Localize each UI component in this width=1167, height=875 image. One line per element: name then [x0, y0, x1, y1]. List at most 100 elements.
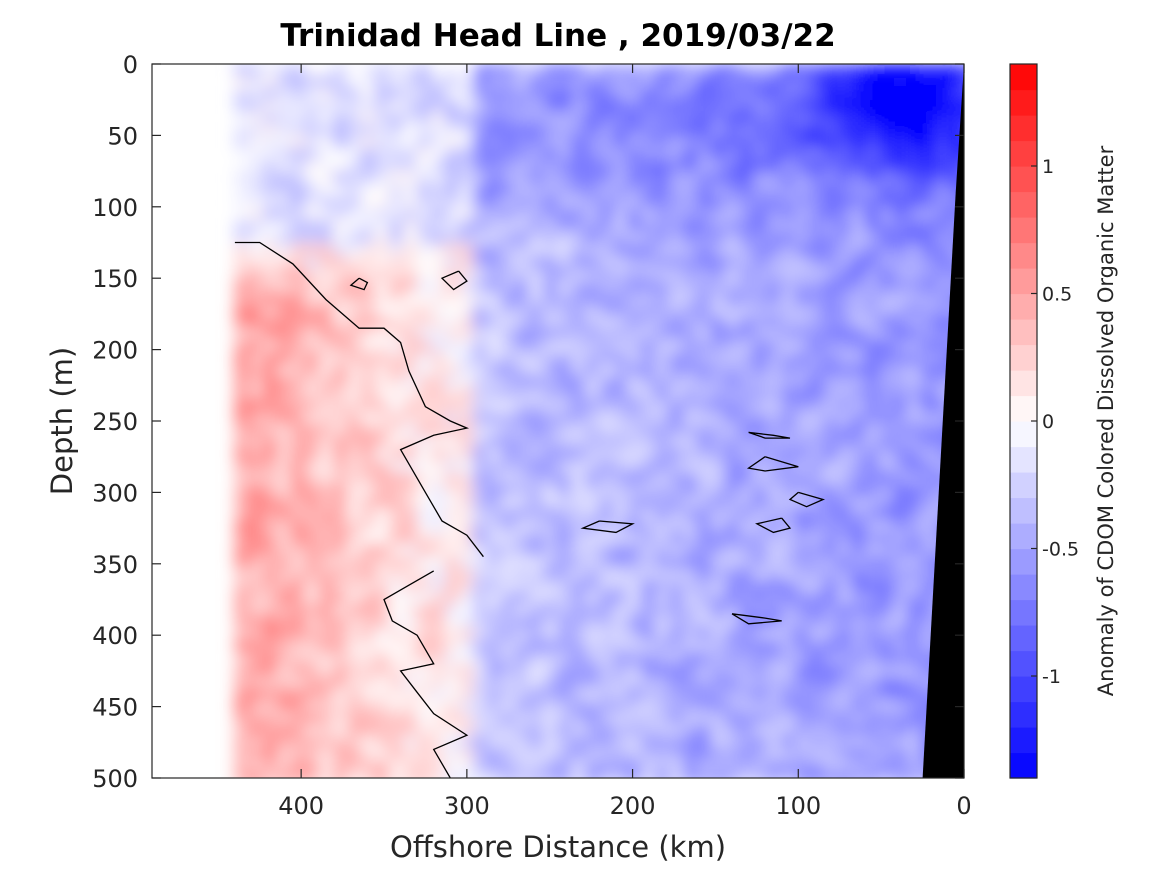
- anomaly-cell: [388, 520, 404, 533]
- anomaly-cell: [500, 280, 516, 293]
- anomaly-cell: [654, 580, 670, 593]
- anomaly-cell: [360, 196, 376, 209]
- anomaly-cell: [836, 676, 852, 689]
- anomaly-cell: [402, 580, 418, 593]
- anomaly-cell: [458, 400, 474, 413]
- anomaly-cell: [934, 124, 950, 137]
- anomaly-cell: [598, 172, 614, 185]
- anomaly-cell: [640, 136, 656, 149]
- anomaly-cell: [374, 748, 390, 761]
- anomaly-cell: [262, 172, 278, 185]
- anomaly-cell: [556, 184, 572, 197]
- anomaly-cell: [626, 196, 642, 209]
- anomaly-cell: [878, 748, 894, 761]
- anomaly-cell: [766, 424, 782, 437]
- anomaly-cell: [724, 652, 740, 665]
- anomaly-cell: [500, 388, 516, 401]
- anomaly-cell: [472, 652, 488, 665]
- anomaly-cell: [444, 328, 460, 341]
- anomaly-cell: [458, 544, 474, 557]
- anomaly-cell: [360, 172, 376, 185]
- anomaly-cell: [304, 112, 320, 125]
- anomaly-cell: [542, 568, 558, 581]
- anomaly-cell: [724, 208, 740, 221]
- anomaly-cell: [612, 688, 628, 701]
- anomaly-cell: [290, 124, 306, 137]
- anomaly-cell: [570, 760, 586, 773]
- anomaly-cell: [584, 220, 600, 233]
- anomaly-cell: [402, 484, 418, 497]
- anomaly-cell: [822, 448, 838, 461]
- anomaly-cell: [290, 304, 306, 317]
- anomaly-cell: [528, 664, 544, 677]
- anomaly-cell: [626, 112, 642, 125]
- anomaly-cell: [598, 640, 614, 653]
- anomaly-cell: [248, 748, 264, 761]
- anomaly-cell: [388, 376, 404, 389]
- anomaly-cell: [570, 304, 586, 317]
- anomaly-cell: [710, 472, 726, 485]
- anomaly-cell: [542, 388, 558, 401]
- anomaly-cell: [808, 100, 824, 113]
- anomaly-cell: [500, 400, 516, 413]
- anomaly-cell: [752, 304, 768, 317]
- anomaly-cell: [654, 400, 670, 413]
- anomaly-cell: [346, 400, 362, 413]
- y-tick-label: 0: [123, 51, 138, 79]
- anomaly-cell: [304, 136, 320, 149]
- anomaly-cell: [374, 448, 390, 461]
- anomaly-cell: [696, 556, 712, 569]
- anomaly-cell: [640, 244, 656, 257]
- anomaly-cell: [472, 700, 488, 713]
- anomaly-cell: [696, 748, 712, 761]
- anomaly-cell: [262, 520, 278, 533]
- anomaly-cell: [360, 112, 376, 125]
- anomaly-cell: [262, 100, 278, 113]
- anomaly-cell: [906, 532, 922, 545]
- anomaly-cell: [892, 664, 908, 677]
- anomaly-cell: [906, 304, 922, 317]
- anomaly-cell: [682, 304, 698, 317]
- anomaly-cell: [486, 580, 502, 593]
- anomaly-cell: [234, 652, 250, 665]
- anomaly-cell: [682, 472, 698, 485]
- anomaly-cell: [724, 664, 740, 677]
- anomaly-cell: [682, 148, 698, 161]
- anomaly-cell: [416, 208, 432, 221]
- anomaly-cell: [388, 748, 404, 761]
- anomaly-cell: [836, 604, 852, 617]
- anomaly-cell: [850, 292, 866, 305]
- anomaly-cell: [444, 772, 460, 778]
- anomaly-cell: [570, 568, 586, 581]
- anomaly-cell: [276, 640, 292, 653]
- anomaly-cell: [234, 424, 250, 437]
- anomaly-cell: [234, 268, 250, 281]
- anomaly-cell: [570, 496, 586, 509]
- anomaly-cell: [486, 604, 502, 617]
- anomaly-cell: [836, 568, 852, 581]
- anomaly-cell: [934, 88, 950, 101]
- anomaly-cell: [612, 604, 628, 617]
- anomaly-cell: [836, 76, 852, 89]
- anomaly-cell: [710, 664, 726, 677]
- anomaly-cell: [766, 628, 782, 641]
- anomaly-cell: [248, 340, 264, 353]
- anomaly-cell: [402, 76, 418, 89]
- anomaly-cell: [556, 556, 572, 569]
- anomaly-cell: [626, 532, 642, 545]
- anomaly-cell: [346, 712, 362, 725]
- anomaly-cell: [710, 112, 726, 125]
- anomaly-cell: [612, 412, 628, 425]
- anomaly-cell: [514, 520, 530, 533]
- anomaly-cell: [836, 208, 852, 221]
- anomaly-cell: [598, 712, 614, 725]
- anomaly-cell: [556, 256, 572, 269]
- colorbar-level: [1010, 599, 1037, 626]
- anomaly-cell: [920, 136, 936, 149]
- anomaly-cell: [962, 88, 964, 101]
- anomaly-cell: [654, 304, 670, 317]
- anomaly-cell: [780, 724, 796, 737]
- anomaly-cell: [542, 172, 558, 185]
- anomaly-cell: [304, 604, 320, 617]
- anomaly-cell: [430, 316, 446, 329]
